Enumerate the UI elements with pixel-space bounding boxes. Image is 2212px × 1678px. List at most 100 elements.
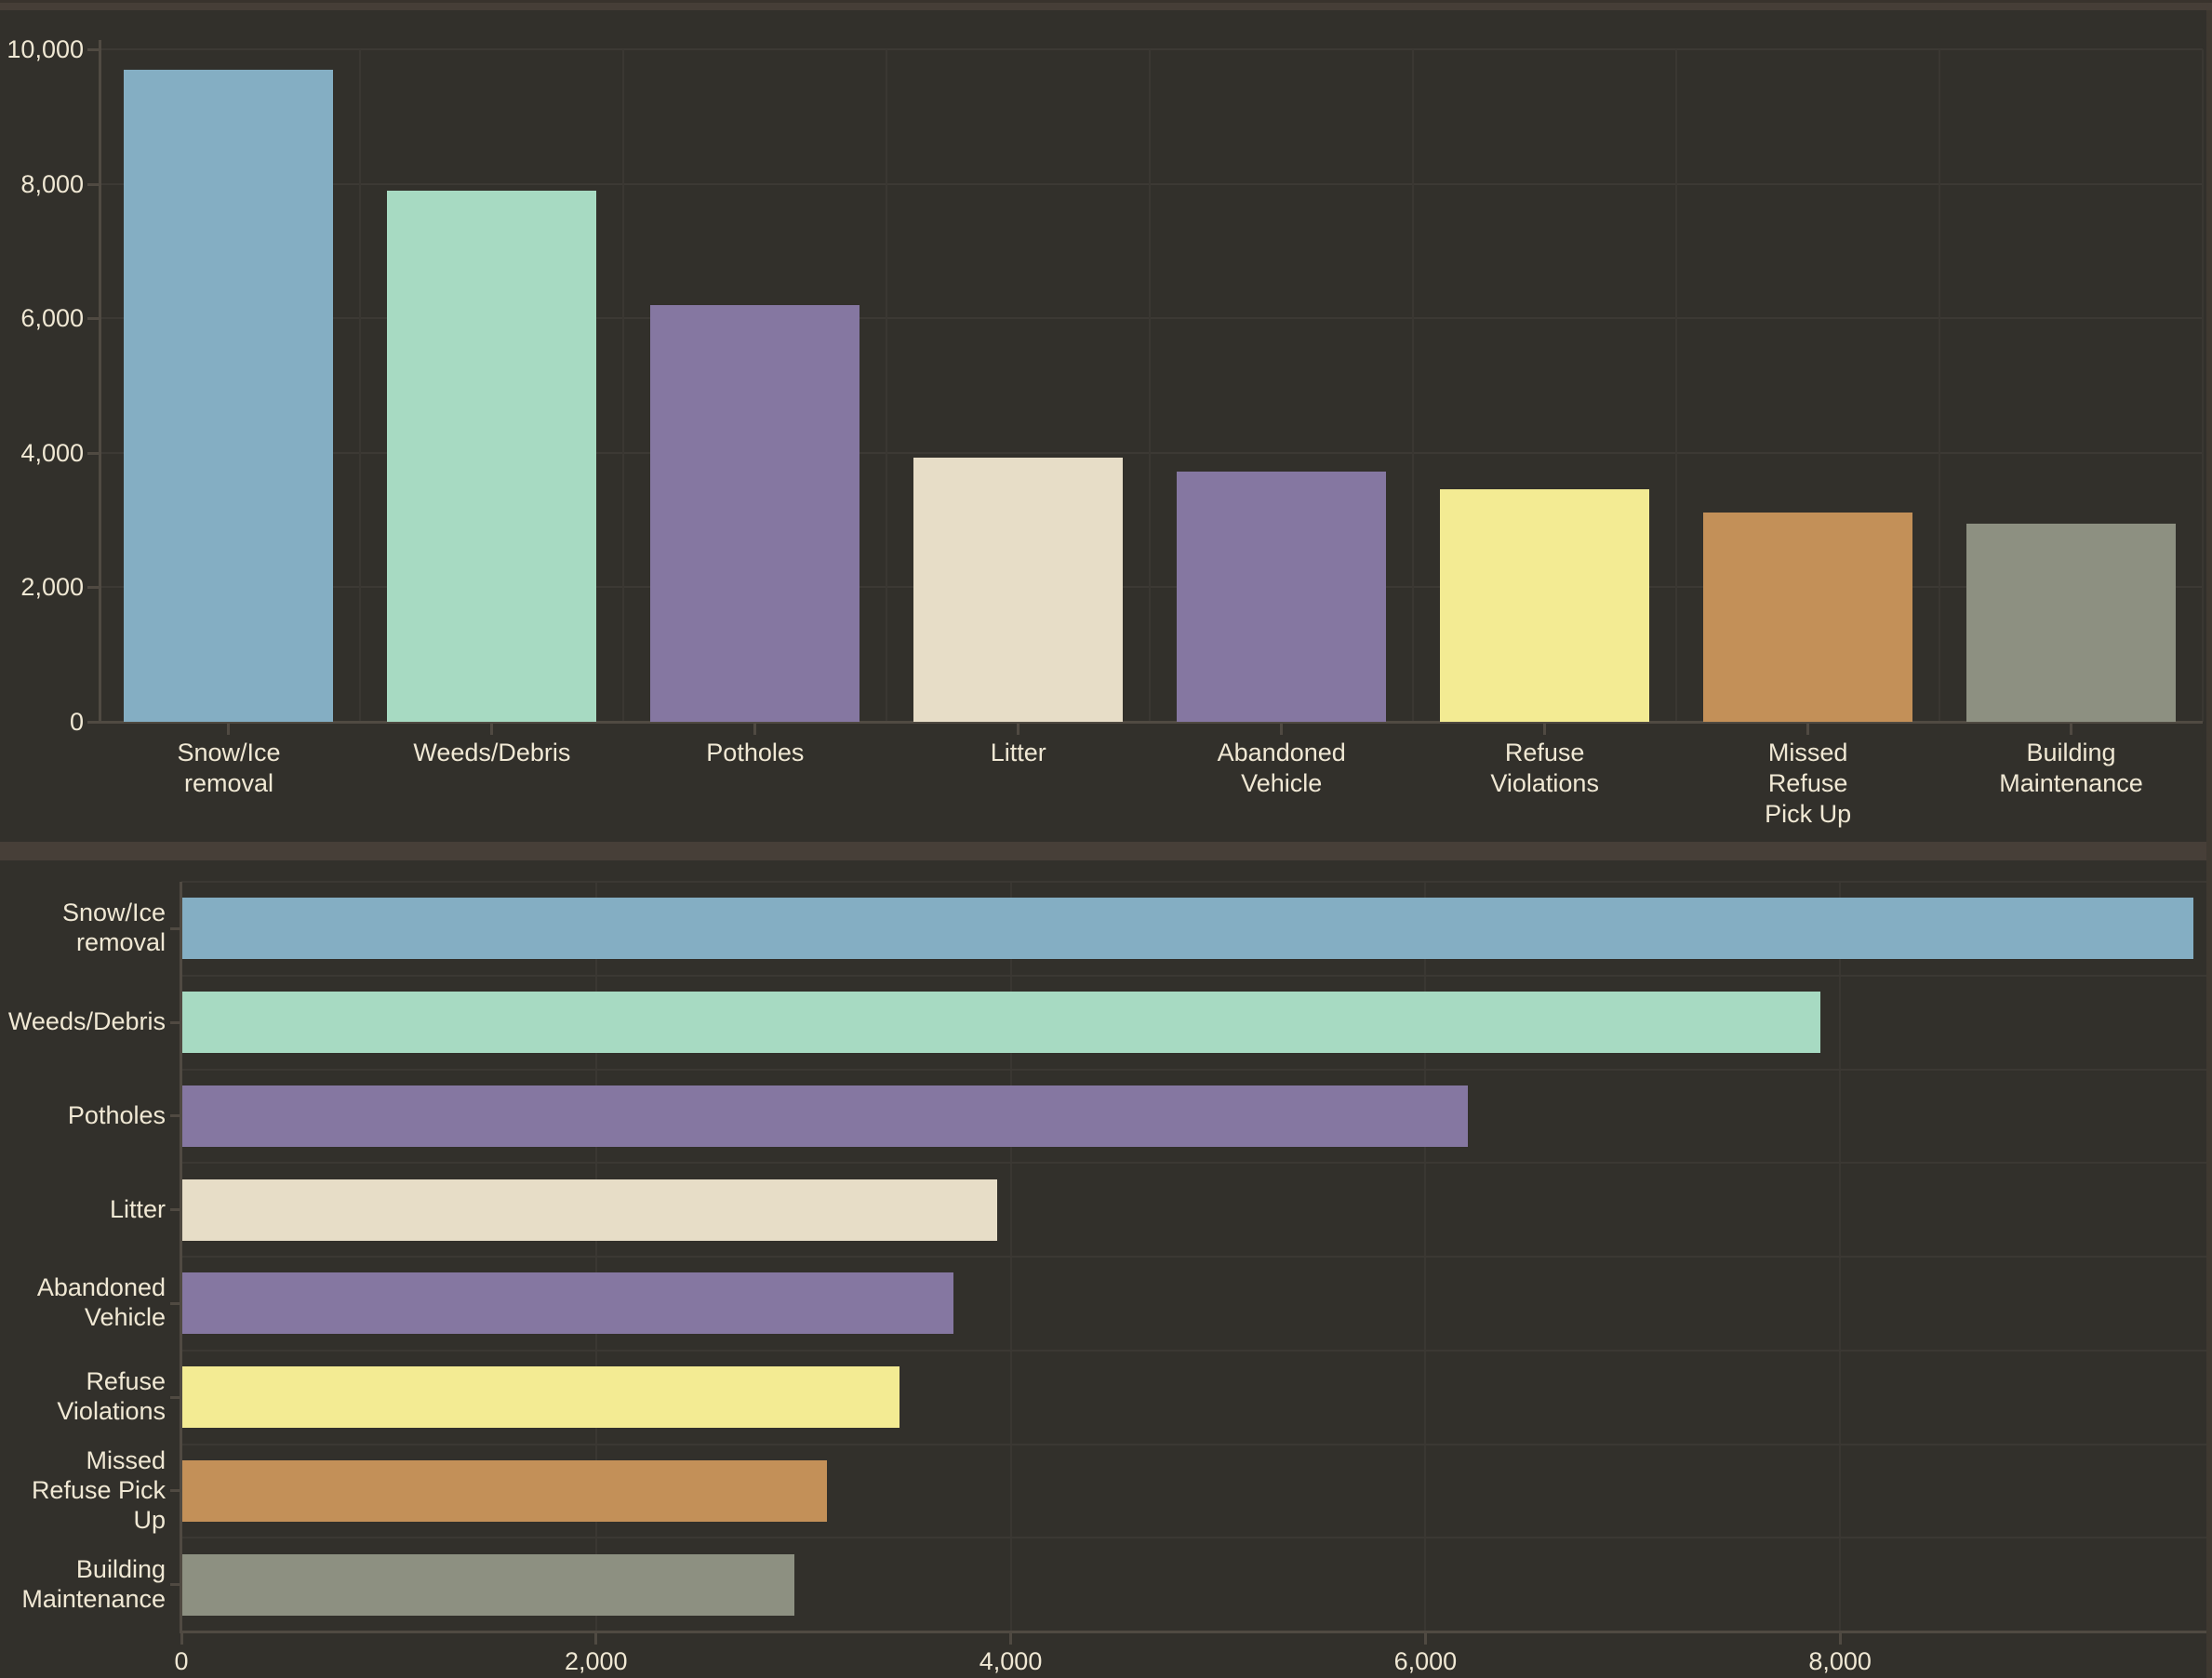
- row-boundary-gridline: [181, 1256, 2206, 1258]
- column-boundary-gridline: [1412, 49, 1415, 722]
- panel-divider: [0, 842, 2212, 860]
- top-edge-strip: [0, 3, 2212, 10]
- requests-column-chart: 0 2,000 4,000 6,000 8,000 10,000 Snow/Ice remo…: [0, 10, 2212, 842]
- bar-refuse-violations[interactable]: [1440, 488, 1650, 722]
- bar-abandoned-vehicle[interactable]: [182, 1272, 954, 1335]
- category-label-building-maintenance: Building Maintenance: [1999, 739, 2143, 797]
- y-axis-tick: [170, 1020, 181, 1024]
- bar-snow-ice-removal[interactable]: [182, 898, 2194, 960]
- y-axis-tick: [87, 721, 100, 724]
- bar-snow-ice-removal[interactable]: [124, 69, 334, 722]
- category-label-snow-ice-removal: Snow/Ice removal: [177, 739, 281, 797]
- x-axis-tick-label: 4,000: [979, 1647, 1043, 1675]
- y-gridline-4000: [100, 451, 2203, 454]
- y-axis-tick-label: 6,000: [20, 304, 84, 333]
- x-axis-tick: [490, 724, 494, 735]
- y-axis-tick: [87, 586, 100, 590]
- column-boundary-gridline: [1675, 49, 1678, 722]
- x-axis-tick: [1806, 724, 1810, 735]
- x-axis-tick: [1543, 724, 1547, 735]
- bar-building-maintenance[interactable]: [182, 1553, 794, 1616]
- row-label-refuse-violations: Refuse Violations: [57, 1367, 166, 1426]
- row-label-building-maintenance: Building Maintenance: [21, 1554, 166, 1613]
- category-label-missed-refuse-pick-up: Missed Refuse Pick Up: [1765, 739, 1852, 828]
- y-axis-tick: [170, 926, 181, 930]
- row-boundary-gridline: [181, 1537, 2206, 1539]
- top-edge-line: [0, 0, 2212, 3]
- row-boundary-gridline: [181, 1443, 2206, 1445]
- bar-litter[interactable]: [182, 1179, 997, 1241]
- column-boundary-gridline: [886, 49, 888, 722]
- x-axis-tick: [227, 724, 231, 735]
- y-axis-tick-label: 4,000: [20, 438, 84, 467]
- column-boundary-gridline: [1939, 49, 1941, 722]
- category-label-potholes: Potholes: [706, 739, 805, 766]
- y-axis-tick: [170, 1301, 181, 1305]
- bar-building-maintenance[interactable]: [1966, 523, 2177, 722]
- row-boundary-gridline: [181, 1162, 2206, 1165]
- y-axis-tick: [170, 1489, 181, 1493]
- x-axis-tick: [594, 1633, 598, 1645]
- y-axis-tick: [87, 48, 100, 51]
- y-axis-tick: [170, 1208, 181, 1212]
- column-boundary-gridline: [359, 49, 362, 722]
- x-axis-line: [99, 721, 2203, 724]
- column-boundary-gridline: [622, 49, 625, 722]
- y-axis-tick-label: 8,000: [20, 169, 84, 198]
- category-label-abandoned-vehicle: Abandoned Vehicle: [1217, 739, 1346, 797]
- bar-weeds-debris[interactable]: [387, 190, 597, 722]
- bar-potholes[interactable]: [650, 304, 860, 722]
- y-axis-tick: [170, 1114, 181, 1118]
- row-label-snow-ice-removal: Snow/Ice removal: [61, 899, 166, 957]
- bar-abandoned-vehicle[interactable]: [1177, 472, 1387, 722]
- y-gridline-10000: [100, 48, 2203, 50]
- bar-potholes[interactable]: [182, 1085, 1468, 1147]
- y-gridline-2000: [100, 586, 2203, 589]
- x-axis-tick: [1017, 724, 1020, 735]
- row-boundary-gridline: [181, 1349, 2206, 1352]
- row-label-weeds-debris: Weeds/Debris: [7, 1007, 166, 1036]
- y-axis-tick: [87, 182, 100, 186]
- category-label-refuse-violations: Refuse Violations: [1490, 739, 1599, 797]
- y-axis-line: [99, 40, 101, 722]
- row-label-potholes: Potholes: [67, 1100, 166, 1129]
- x-axis-tick: [2070, 724, 2073, 735]
- row-label-litter: Litter: [109, 1194, 166, 1223]
- x-axis-tick: [1009, 1633, 1013, 1645]
- bar-litter[interactable]: [913, 457, 1124, 722]
- column-boundary-gridline: [2202, 49, 2204, 722]
- row-boundary-gridline: [181, 974, 2206, 977]
- column-boundary-gridline: [1149, 49, 1152, 722]
- y-gridline-8000: [100, 182, 2203, 185]
- bar-missed-refuse-pick-up[interactable]: [182, 1459, 828, 1522]
- x-axis-line: [180, 1631, 2212, 1633]
- x-axis-tick-label: 0: [174, 1647, 189, 1675]
- row-label-abandoned-vehicle: Abandoned Vehicle: [36, 1273, 166, 1332]
- x-axis-tick: [180, 1633, 183, 1645]
- y-axis-tick-label: 2,000: [20, 573, 84, 602]
- bar-refuse-violations[interactable]: [182, 1366, 900, 1429]
- y-axis-tick: [87, 451, 100, 455]
- x-axis-tick: [1838, 1633, 1842, 1645]
- bar-missed-refuse-pick-up[interactable]: [1703, 513, 1913, 722]
- category-label-litter: Litter: [990, 739, 1046, 766]
- bar-weeds-debris[interactable]: [182, 992, 1820, 1054]
- x-axis-tick: [1280, 724, 1284, 735]
- right-edge-strip: [2206, 10, 2212, 1678]
- x-axis-tick-label: 6,000: [1393, 1647, 1458, 1675]
- y-axis-tick: [170, 1395, 181, 1399]
- x-axis-tick-label: 8,000: [1808, 1647, 1872, 1675]
- y-axis-tick: [87, 317, 100, 321]
- row-boundary-gridline: [181, 881, 2206, 883]
- y-axis-tick: [170, 1583, 181, 1587]
- x-axis-tick-label: 2,000: [564, 1647, 628, 1675]
- category-label-weeds-debris: Weeds/Debris: [413, 739, 571, 766]
- y-axis-tick-label: 10,000: [7, 35, 84, 63]
- row-label-missed-refuse-pick-up: Missed Refuse Pick Up: [31, 1445, 166, 1534]
- x-axis-tick: [1423, 1633, 1427, 1645]
- y-gridline-6000: [100, 317, 2203, 320]
- y-axis-line: [180, 882, 182, 1631]
- y-axis-tick-label: 0: [69, 708, 84, 736]
- requests-bar-chart: 0 2,000 4,000 6,000 8,000 Snow/Ice removal Wee…: [0, 860, 2212, 1678]
